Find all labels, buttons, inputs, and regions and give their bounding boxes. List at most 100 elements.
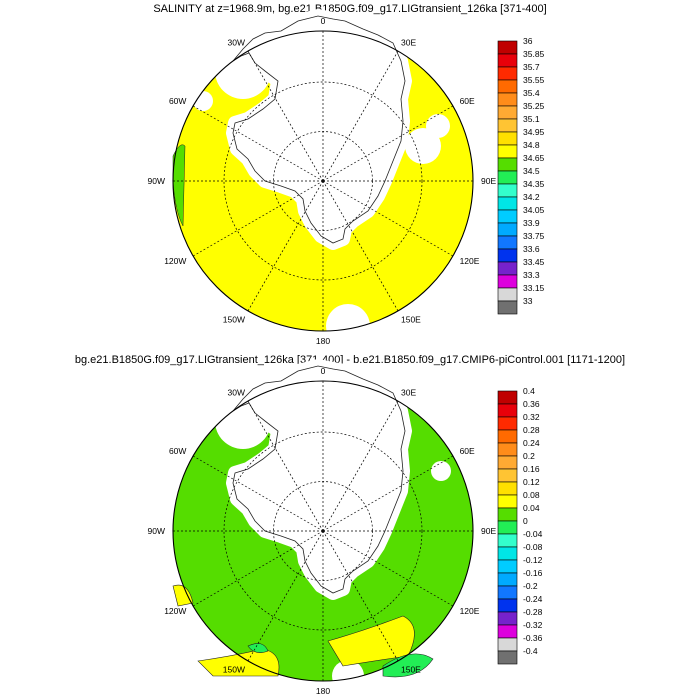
meridian-line [322,530,454,607]
colorbar-label: -0.2 [523,581,538,591]
colorbar-label: 35.7 [523,62,540,72]
colorbar-swatch [497,222,518,237]
colorbar-label: 33.9 [523,218,540,228]
colorbar-swatch [497,416,518,431]
colorbar-swatch [497,507,518,522]
colorbar-label: 0.24 [523,438,540,448]
meridian-line [322,50,399,182]
longitude-label: 120E [460,256,480,266]
colorbar-label: 33.15 [523,283,545,293]
colorbar-swatch [497,144,518,159]
colorbar-swatch [497,92,518,107]
colorbar-label: 33.75 [523,231,545,241]
colorbar-label: 33.6 [523,244,540,254]
colorbar-label: -0.12 [523,555,543,565]
colorbar: 36 35.85 35.7 35.55 35.4 35.25 35.1 34.95 34.8 34… [497,36,545,315]
meridian-line [322,105,454,182]
longitude-label: 30W [228,387,245,397]
masked-region [426,114,450,138]
colorbar-label: 34.05 [523,205,545,215]
colorbar-label: -0.16 [523,568,543,578]
colorbar-swatch [497,455,518,470]
colorbar-label: 35.25 [523,101,545,111]
colorbar-swatch [497,403,518,418]
latitude-circle [223,431,423,631]
colorbar-swatch [497,585,518,600]
longitude-label: 150W [223,665,245,675]
colorbar-label: 33.45 [523,257,545,267]
bottom-map-panel: 0 30E 60E 90E 120E 150E 180 150W 120W 90W 60W 30W 0.… [0,350,700,700]
meridian-line [192,455,324,532]
colorbar-swatch [497,559,518,574]
colorbar-label: 0.4 [523,386,535,396]
colorbar-label: 35.4 [523,88,540,98]
colorbar-label: 0.04 [523,503,540,513]
colorbar-label: -0.08 [523,542,543,552]
longitude-label: 150E [401,315,421,325]
colorbar-label: 35.85 [523,49,545,59]
longitude-label: 60E [460,446,475,456]
colorbar-swatch [497,40,518,55]
longitude-label: 90E [481,526,496,536]
meridian-line [192,530,324,607]
masked-region [431,461,451,481]
colorbar-swatch [497,429,518,444]
bottom-map-title: bg.e21.B1850G.f09_g17.LIGtransient_126ka… [74,354,626,366]
colorbar-swatch [497,650,518,665]
colorbar-swatch [497,494,518,509]
colorbar-label: 35.55 [523,75,545,85]
meridian-line [322,180,399,312]
polar-map-group [172,9,474,348]
meridian-line [322,400,399,532]
colorbar-swatch [497,624,518,639]
anomaly-patch [327,615,415,667]
longitude-label: 0 [321,366,326,376]
longitude-label: 30E [401,387,416,397]
longitude-label: 60W [169,446,186,456]
colorbar-swatch [497,533,518,548]
longitude-label: 90W [148,526,165,536]
map-boundary [172,30,474,332]
colorbar-swatch [497,572,518,587]
colorbar-swatch [497,131,518,146]
colorbar-swatch [497,546,518,561]
colorbar-swatch [497,196,518,211]
anomaly-patch [247,643,269,653]
colorbar-swatch [497,248,518,263]
meridian-line [247,180,324,312]
colorbar-swatch [497,442,518,457]
colorbar-swatch [497,79,518,94]
colorbar: 0.4 0.36 0.32 0.28 0.24 0.2 0.16 0.12 0.08 0.04 0 -… [497,386,543,665]
longitude-label: 60W [169,96,186,106]
colorbar-swatch [497,287,518,302]
anomaly-patch [172,584,194,607]
longitude-label: 120E [460,606,480,616]
colorbar-label: -0.24 [523,594,543,604]
colorbar-label: 34.8 [523,140,540,150]
longitude-label: 60E [460,96,475,106]
colorbar-swatch [497,481,518,496]
longitude-label: 120W [164,606,186,616]
colorbar-label: 0.16 [523,464,540,474]
colorbar-swatch [497,598,518,613]
colorbar-label: 0.32 [523,412,540,422]
colorbar-swatch [497,170,518,185]
meridian-line [247,50,324,182]
colorbar-swatch [497,183,518,198]
masked-region [332,660,364,692]
longitude-label: 120W [164,256,186,266]
colorbar-label: 34.35 [523,179,545,189]
colorbar-label: -0.4 [523,646,538,656]
colorbar-swatch [497,53,518,68]
colorbar-swatch [497,209,518,224]
meridian-line [192,105,324,182]
colorbar-label: -0.36 [523,633,543,643]
colorbar-label: 35.1 [523,114,540,124]
longitude-label: 180 [316,686,330,696]
colorbar-label: 0 [523,516,528,526]
colorbar-swatch [497,66,518,81]
longitude-label: 150E [401,665,421,675]
colorbar-swatch [497,105,518,120]
colorbar-label: 34.5 [523,166,540,176]
colorbar-label: 0.2 [523,451,535,461]
